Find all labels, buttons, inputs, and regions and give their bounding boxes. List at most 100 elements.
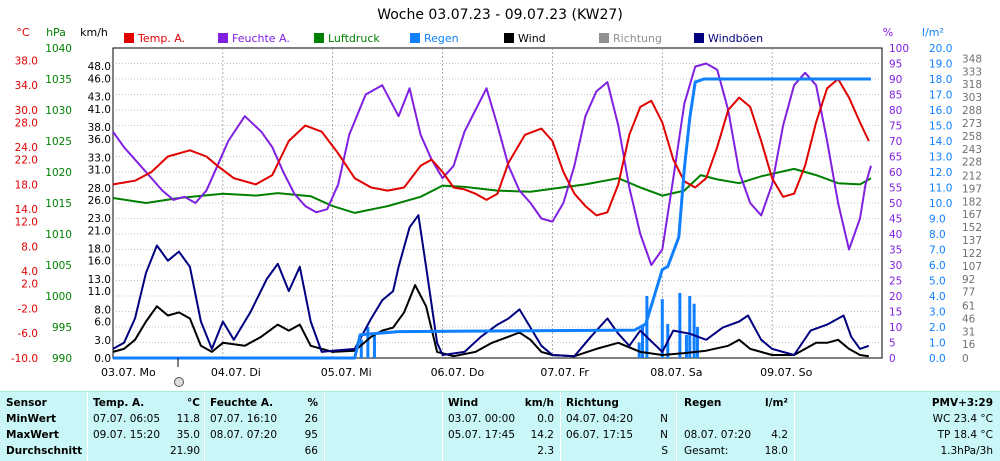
rain-tick-label: 20.0	[929, 43, 952, 55]
direction-tick-label: 288	[962, 105, 982, 117]
rain-tick-label: 8.0	[929, 229, 946, 241]
humidity-tick-label: 20	[889, 291, 902, 303]
direction-tick-label: 167	[962, 209, 982, 221]
humidity-tick-label: 95	[889, 59, 902, 71]
direction-tick-label: 182	[962, 196, 982, 208]
direction-tick-label: 273	[962, 118, 982, 130]
axis-unit-pressure: hPa	[46, 26, 66, 39]
wind-tick-label: 11.0	[88, 286, 111, 298]
legend-label-5: Richtung	[613, 32, 662, 45]
stats-feuchte-min-time: 07.07. 16:10	[210, 413, 277, 425]
legend-label-6: Windböen	[708, 32, 763, 45]
wind-tick-label: 28.0	[88, 183, 111, 195]
direction-tick-label: 258	[962, 131, 982, 143]
direction-tick-label: 77	[962, 287, 975, 299]
legend-label-3: Regen	[424, 32, 459, 45]
rain-tick-label: 0.0	[929, 353, 946, 365]
legend-swatch-6	[694, 33, 704, 43]
stats-header-temp: Temp. A.	[93, 397, 145, 409]
humidity-tick-label: 75	[889, 121, 902, 133]
direction-tick-label: 137	[962, 235, 982, 247]
wind-tick-label: 48.0	[88, 61, 111, 73]
humidity-tick-label: 15	[889, 307, 902, 319]
direction-tick-label: 152	[962, 222, 982, 234]
rain-tick-label: 15.0	[929, 121, 952, 133]
stats-header-temp-unit: °C	[187, 397, 200, 409]
rain-tick-label: 1.0	[929, 338, 946, 350]
stats-panel-sensor: Sensor MinWert MaxWert Durchschnitt	[0, 391, 88, 461]
humidity-tick-label: 80	[889, 105, 902, 117]
wind-tick-label: 31.0	[88, 165, 111, 177]
stats-wind-min-time: 03.07. 00:00	[448, 413, 515, 425]
temp-tick-label: 4.0	[21, 266, 38, 278]
stats-temp-max-value: 35.0	[176, 429, 200, 441]
wind-tick-label: 6.0	[94, 317, 111, 329]
humidity-tick-label: 60	[889, 167, 902, 179]
stats-richtung-avg-value: S	[661, 445, 668, 457]
rain-bar	[641, 327, 645, 358]
stats-feuchte-avg-value: 66	[304, 445, 318, 457]
wind-tick-label: 21.0	[88, 225, 111, 237]
stats-header-feuchte-unit: %	[307, 397, 318, 409]
rain-bar	[692, 303, 696, 358]
rain-tick-label: 5.0	[929, 276, 946, 288]
rain-tick-label: 2.0	[929, 322, 946, 334]
direction-tick-label: 122	[962, 248, 982, 260]
pressure-tick-label: 1000	[45, 291, 72, 303]
pressure-tick-label: 990	[52, 353, 72, 365]
stats-richtung-max-value: N	[660, 429, 668, 441]
rain-tick-label: 7.0	[929, 245, 946, 257]
stats-regen-total-value: 18.0	[764, 445, 788, 457]
stats-regen-total-label: Gesamt:	[684, 445, 729, 457]
rain-tick-label: 14.0	[929, 136, 952, 148]
temp-tick-label: 28.0	[15, 117, 38, 129]
stats-dewpoint: TP 18.4 °C	[937, 429, 993, 441]
stats-panel-feuchte: Feuchte A. % 07.07. 16:10 26 08.07. 07:2…	[205, 391, 325, 461]
weather-chart: Woche 03.07.23 - 09.07.23 (KW27) °C hPa km/…	[11, 7, 982, 387]
direction-tick-label: 197	[962, 183, 982, 195]
rain-bar	[366, 327, 370, 358]
pressure-tick-label: 1015	[45, 198, 72, 210]
legend-swatch-0	[124, 33, 134, 43]
direction-tick-label: 46	[962, 313, 976, 325]
day-label: 09.07. So	[760, 366, 812, 379]
direction-tick-label: 228	[962, 157, 982, 169]
direction-tick-label: 107	[962, 261, 982, 273]
wind-tick-label: 33.0	[88, 152, 111, 164]
wind-tick-label: 46.0	[88, 73, 111, 85]
humidity-tick-label: 10	[889, 322, 902, 334]
legend-label-4: Wind	[518, 32, 546, 45]
pressure-tick-label: 1005	[45, 260, 72, 272]
humidity-tick-label: 55	[889, 183, 902, 195]
humidity-tick-label: 25	[889, 276, 902, 288]
stats-temp-min-value: 11.8	[176, 413, 200, 425]
stats-feuchte-max-value: 95	[304, 429, 318, 441]
temp-tick-label: 12.0	[15, 217, 38, 229]
stats-windchill: WC 23.4 °C	[932, 413, 993, 425]
stats-feuchte-min-value: 26	[304, 413, 318, 425]
rain-bar	[684, 334, 688, 358]
x-cursor-handle	[174, 377, 184, 387]
stats-wind-min-value: 0.0	[537, 413, 554, 425]
legend-label-0: Temp. A.	[137, 32, 185, 45]
humidity-tick-label: 30	[889, 260, 902, 272]
rain-bar	[688, 296, 692, 358]
direction-tick-label: 61	[962, 300, 975, 312]
stats-panel-richtung: Richtung 04.07. 04:20 N 06.07. 17:15 N S	[561, 391, 677, 461]
rain-tick-label: 11.0	[929, 183, 952, 195]
wind-tick-label: 3.0	[94, 335, 111, 347]
stats-richtung-min-value: N	[660, 413, 668, 425]
temp-tick-label: -10.0	[11, 353, 38, 365]
stats-wind-max-value: 14.2	[530, 429, 554, 441]
stats-temp-min-time: 07.07. 06:05	[93, 413, 160, 425]
axis-unit-humidity: %	[883, 26, 893, 39]
wind-tick-label: 23.0	[88, 213, 111, 225]
humidity-tick-label: 45	[889, 214, 902, 226]
direction-tick-label: 16	[962, 339, 976, 351]
legend-swatch-5	[599, 33, 609, 43]
stats-feuchte-max-time: 08.07. 07:20	[210, 429, 277, 441]
stats-regen-max-value: 4.2	[771, 429, 788, 441]
stats-richtung-min-time: 04.07. 04:20	[566, 413, 633, 425]
rain-bar	[695, 327, 699, 358]
rain-bar	[372, 334, 376, 358]
